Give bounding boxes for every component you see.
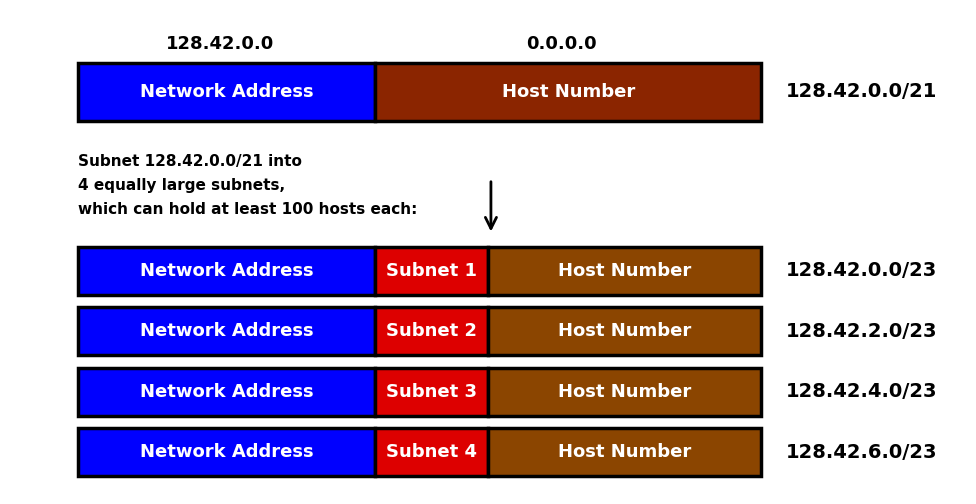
Text: Subnet 4: Subnet 4 xyxy=(386,444,477,461)
Bar xyxy=(375,368,488,416)
Text: Network Address: Network Address xyxy=(140,444,313,461)
Text: 128.42.4.0/23: 128.42.4.0/23 xyxy=(786,383,937,401)
Text: Subnet 1: Subnet 1 xyxy=(386,262,477,280)
Text: 0.0.0.0: 0.0.0.0 xyxy=(526,35,596,53)
Text: 128.42.0.0/23: 128.42.0.0/23 xyxy=(786,262,937,280)
Text: Network Address: Network Address xyxy=(140,83,313,101)
Text: Host Number: Host Number xyxy=(502,83,635,101)
Text: Host Number: Host Number xyxy=(558,323,691,340)
Text: which can hold at least 100 hosts each:: which can hold at least 100 hosts each: xyxy=(78,202,418,217)
Text: Subnet 2: Subnet 2 xyxy=(386,323,477,340)
Text: Host Number: Host Number xyxy=(558,262,691,280)
Text: 128.42.6.0/23: 128.42.6.0/23 xyxy=(786,443,937,462)
Text: 4 equally large subnets,: 4 equally large subnets, xyxy=(78,178,285,193)
Bar xyxy=(78,63,375,121)
Text: Network Address: Network Address xyxy=(140,262,313,280)
Text: Network Address: Network Address xyxy=(140,383,313,401)
Text: 128.42.0.0: 128.42.0.0 xyxy=(166,35,273,53)
Text: Host Number: Host Number xyxy=(558,444,691,461)
Bar xyxy=(488,368,761,416)
Text: 128.42.2.0/23: 128.42.2.0/23 xyxy=(786,322,937,341)
Bar xyxy=(375,307,488,355)
Bar xyxy=(78,428,375,476)
Bar xyxy=(78,368,375,416)
Bar xyxy=(375,247,488,295)
Bar xyxy=(78,247,375,295)
Bar xyxy=(488,307,761,355)
Bar xyxy=(375,428,488,476)
Text: Host Number: Host Number xyxy=(558,383,691,401)
Text: Subnet 3: Subnet 3 xyxy=(386,383,477,401)
Text: 128.42.0.0/21: 128.42.0.0/21 xyxy=(786,83,937,101)
Bar xyxy=(488,247,761,295)
Text: Network Address: Network Address xyxy=(140,323,313,340)
Bar xyxy=(78,307,375,355)
Text: Subnet 128.42.0.0/21 into: Subnet 128.42.0.0/21 into xyxy=(78,154,302,169)
Bar xyxy=(375,63,761,121)
Bar xyxy=(488,428,761,476)
